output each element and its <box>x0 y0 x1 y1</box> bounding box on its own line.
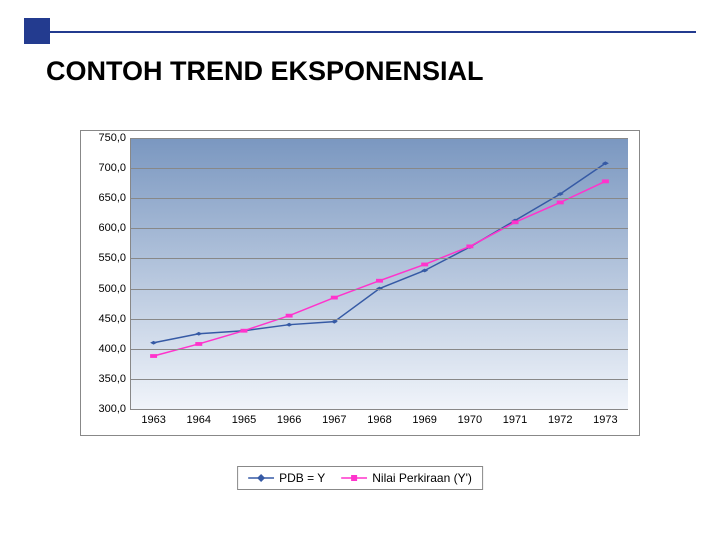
grid-line <box>131 349 628 350</box>
y-tick-label: 750,0 <box>98 132 131 144</box>
legend-item: Nilai Perkiraan (Y') <box>341 471 472 485</box>
x-tick-label: 1967 <box>322 409 346 426</box>
series-marker <box>421 263 428 267</box>
y-tick-label: 400,0 <box>98 343 131 355</box>
series-marker <box>602 179 609 183</box>
x-tick-label: 1973 <box>593 409 617 426</box>
accent-line <box>50 31 696 33</box>
series-line <box>154 163 606 342</box>
y-tick-label: 350,0 <box>98 373 131 385</box>
series-marker <box>195 342 202 346</box>
legend-label: Nilai Perkiraan (Y') <box>372 471 472 485</box>
legend: PDB = Y Nilai Perkiraan (Y') <box>237 466 483 490</box>
y-tick-label: 650,0 <box>98 192 131 204</box>
series-marker <box>286 314 293 318</box>
chart-container: 300,0 350,0 400,0 450,0 500,0 550,0 600,0 650,0… <box>80 130 640 490</box>
series-marker <box>150 354 157 358</box>
series-marker <box>331 296 338 300</box>
y-tick-label: 700,0 <box>98 162 131 174</box>
x-tick-label: 1969 <box>412 409 436 426</box>
slide-title: CONTOH TREND EKSPONENSIAL <box>46 56 484 87</box>
x-tick-label: 1971 <box>503 409 527 426</box>
grid-line <box>131 198 628 199</box>
series-marker <box>376 279 383 283</box>
x-tick-label: 1966 <box>277 409 301 426</box>
grid-line <box>131 168 628 169</box>
x-tick-label: 1964 <box>187 409 211 426</box>
x-tick-label: 1965 <box>232 409 256 426</box>
legend-item: PDB = Y <box>248 471 325 485</box>
y-tick-label: 600,0 <box>98 222 131 234</box>
x-tick-label: 1963 <box>141 409 165 426</box>
series-marker <box>286 323 293 327</box>
legend-swatch <box>248 472 274 484</box>
legend-label: PDB = Y <box>279 471 325 485</box>
grid-line <box>131 228 628 229</box>
series-marker <box>195 332 202 336</box>
plot-area: 300,0350,0400,0450,0500,0550,0600,0650,0… <box>130 138 628 410</box>
series-marker <box>466 245 473 249</box>
x-tick-label: 1968 <box>367 409 391 426</box>
y-tick-label: 550,0 <box>98 252 131 264</box>
series-marker <box>150 341 157 345</box>
series-marker <box>557 201 564 205</box>
series-marker <box>512 220 519 224</box>
series-marker <box>240 329 247 333</box>
x-tick-label: 1972 <box>548 409 572 426</box>
y-tick-label: 450,0 <box>98 313 131 325</box>
y-tick-label: 500,0 <box>98 283 131 295</box>
accent-square <box>24 18 50 44</box>
grid-line <box>131 258 628 259</box>
grid-line <box>131 138 628 139</box>
grid-line <box>131 319 628 320</box>
chart-svg <box>131 138 628 409</box>
grid-line <box>131 379 628 380</box>
grid-line <box>131 289 628 290</box>
y-tick-label: 300,0 <box>98 403 131 415</box>
legend-swatch <box>341 472 367 484</box>
x-tick-label: 1970 <box>458 409 482 426</box>
